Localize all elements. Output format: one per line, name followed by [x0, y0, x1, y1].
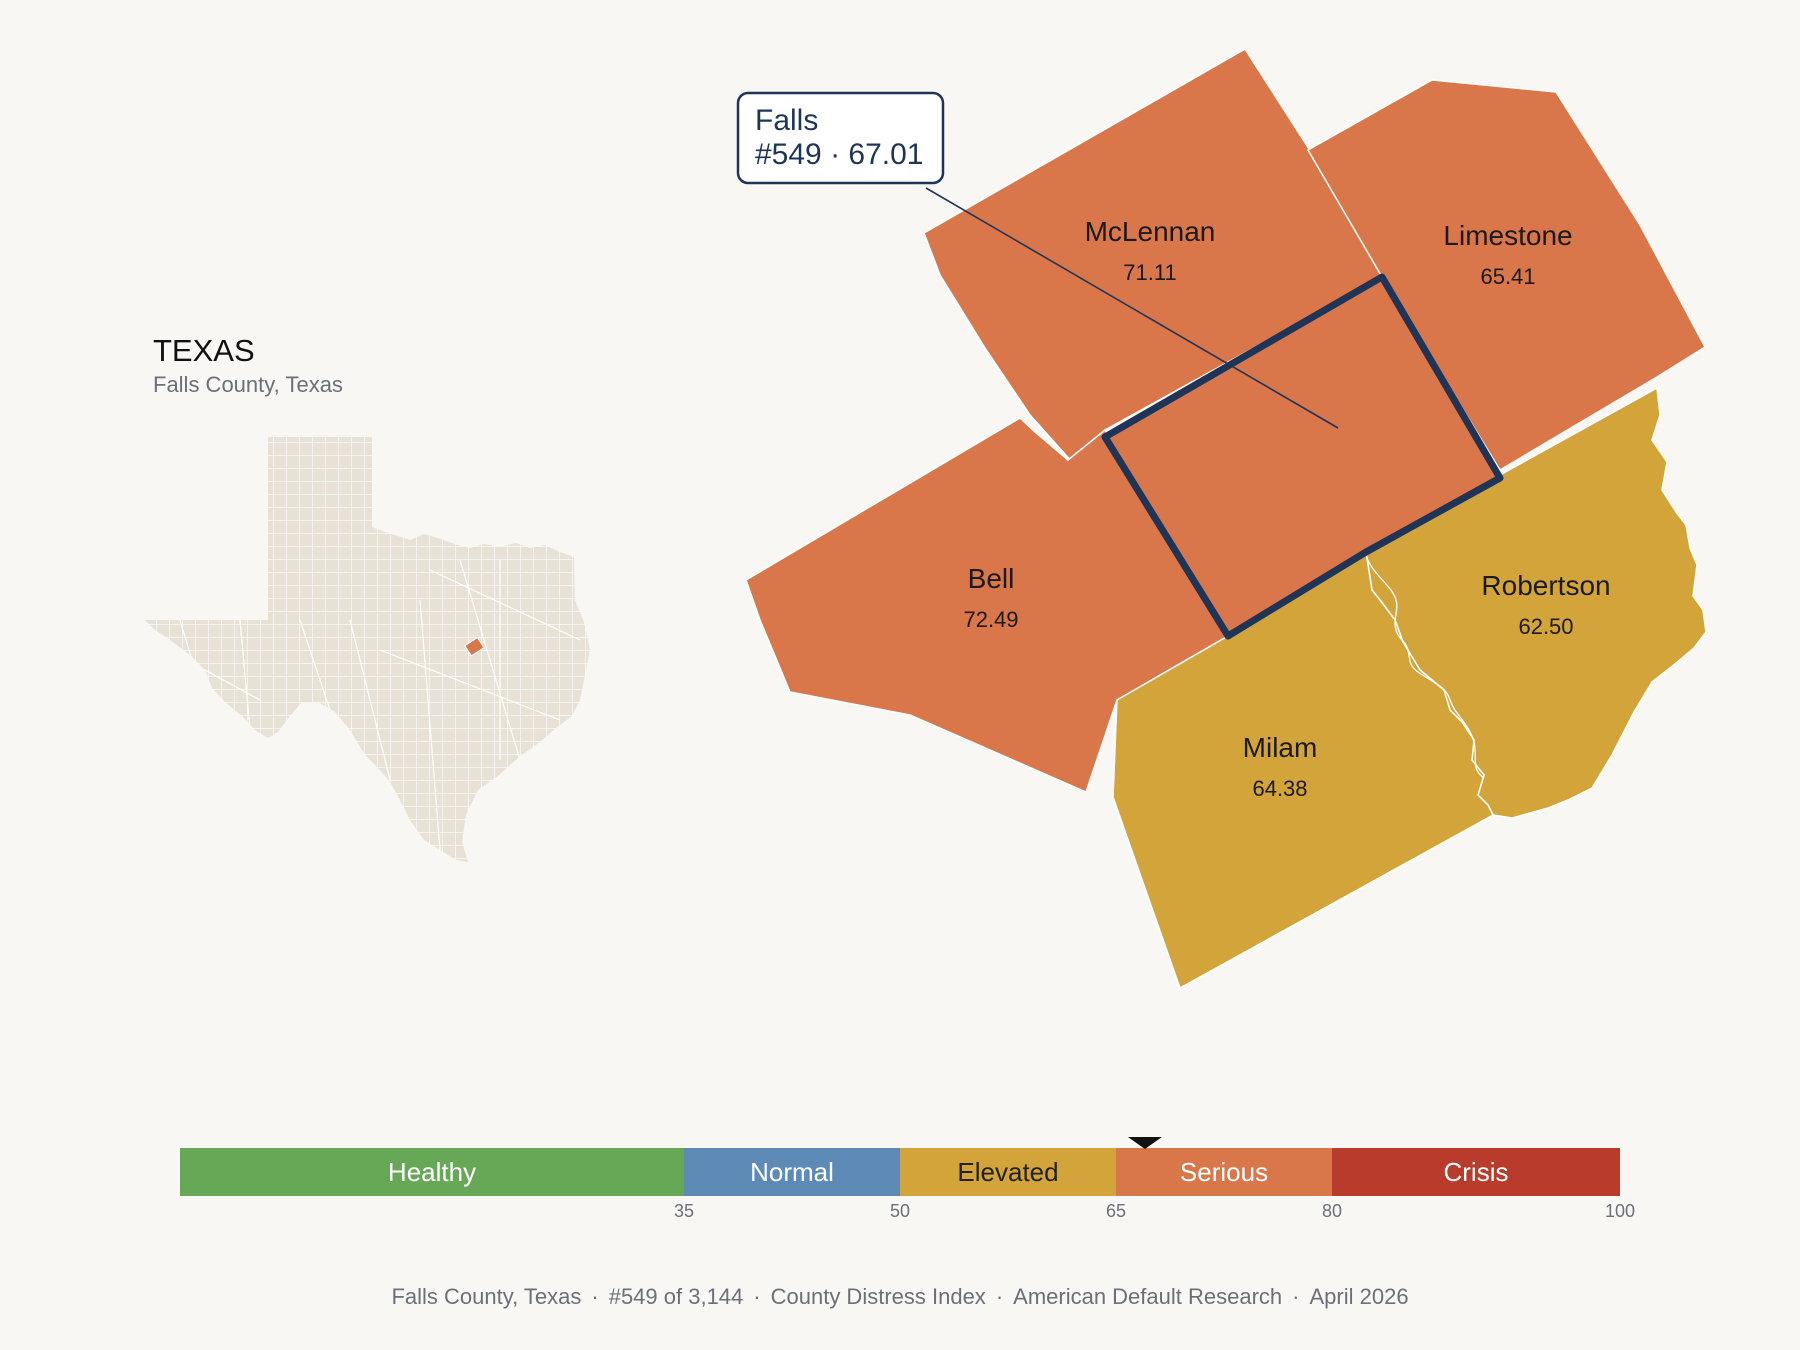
footer-rank: #549 of 3,144: [608, 1284, 744, 1309]
legend-tick-label: 65: [1106, 1201, 1126, 1221]
label-limestone-value: 65.41: [1480, 264, 1535, 289]
footer-source: American Default Research: [1013, 1284, 1283, 1309]
footer-separator: ·: [1292, 1284, 1300, 1309]
footer-separator: ·: [591, 1284, 599, 1309]
label-robertson-value: 62.50: [1518, 614, 1573, 639]
label-milam-value: 64.38: [1252, 776, 1307, 801]
callout-leader-line: [925, 187, 1339, 429]
label-robertson-name: Robertson: [1481, 570, 1610, 601]
county-falls[interactable]: [1105, 277, 1500, 636]
inset-county-lines: [149, 559, 581, 851]
label-bell-name: Bell: [968, 563, 1015, 594]
callout-detail: #549 · 67.01: [755, 138, 923, 171]
label-mclennan-name: McLennan: [1085, 216, 1216, 247]
texas-outline: [145, 437, 590, 862]
footer-index: County Distress Index: [770, 1284, 986, 1309]
callout-box: [736, 91, 945, 185]
falls-callout: Falls #549 · 67.01: [736, 91, 1339, 429]
legend-band-serious: [1116, 1148, 1332, 1196]
county-map: McLennan 71.11 Limestone 65.41 Bell 72.4…: [745, 47, 1707, 990]
footer-county: Falls County, Texas: [391, 1284, 582, 1309]
legend-band-normal: [684, 1148, 900, 1196]
texas-inset-map: TEXAS Falls County, Texas: [145, 333, 590, 862]
legend-band-elevated: [900, 1148, 1116, 1196]
label-limestone-name: Limestone: [1443, 220, 1572, 251]
legend-tick-label: 35: [674, 1201, 694, 1221]
legend-band-label: Crisis: [1444, 1157, 1509, 1187]
legend-band-label: Serious: [1180, 1157, 1268, 1187]
legend-band-crisis: [1332, 1148, 1620, 1196]
river-line: [1365, 554, 1485, 779]
legend-band-label: Healthy: [388, 1157, 476, 1187]
legend-scale: Healthy Normal Elevated Serious Crisis 35 50 65…: [180, 1137, 1635, 1221]
footer: Falls County, Texas · #549 of 3,144 · County…: [0, 1284, 1800, 1310]
label-bell-value: 72.49: [963, 607, 1018, 632]
footer-date: April 2026: [1309, 1284, 1409, 1309]
falls-county-marker: [464, 636, 485, 657]
footer-separator: ·: [753, 1284, 761, 1309]
legend-tick-label: 50: [890, 1201, 910, 1221]
label-mclennan-value: 71.11: [1123, 260, 1176, 285]
legend-band-label: Elevated: [957, 1157, 1058, 1187]
inset-subtitle: Falls County, Texas: [153, 372, 343, 397]
legend-band-healthy: [180, 1148, 684, 1196]
label-milam-name: Milam: [1243, 732, 1318, 763]
legend-band-label: Normal: [750, 1157, 834, 1187]
legend-tick-label: 80: [1322, 1201, 1342, 1221]
legend-tick-label: 100: [1605, 1201, 1635, 1221]
falls-county-outline: [1101, 273, 1504, 640]
county-milam[interactable]: [1112, 550, 1494, 990]
inset-title: TEXAS: [153, 333, 255, 368]
footer-separator: ·: [995, 1284, 1004, 1309]
callout-name: Falls: [755, 104, 818, 137]
legend-marker: [1127, 1137, 1162, 1149]
